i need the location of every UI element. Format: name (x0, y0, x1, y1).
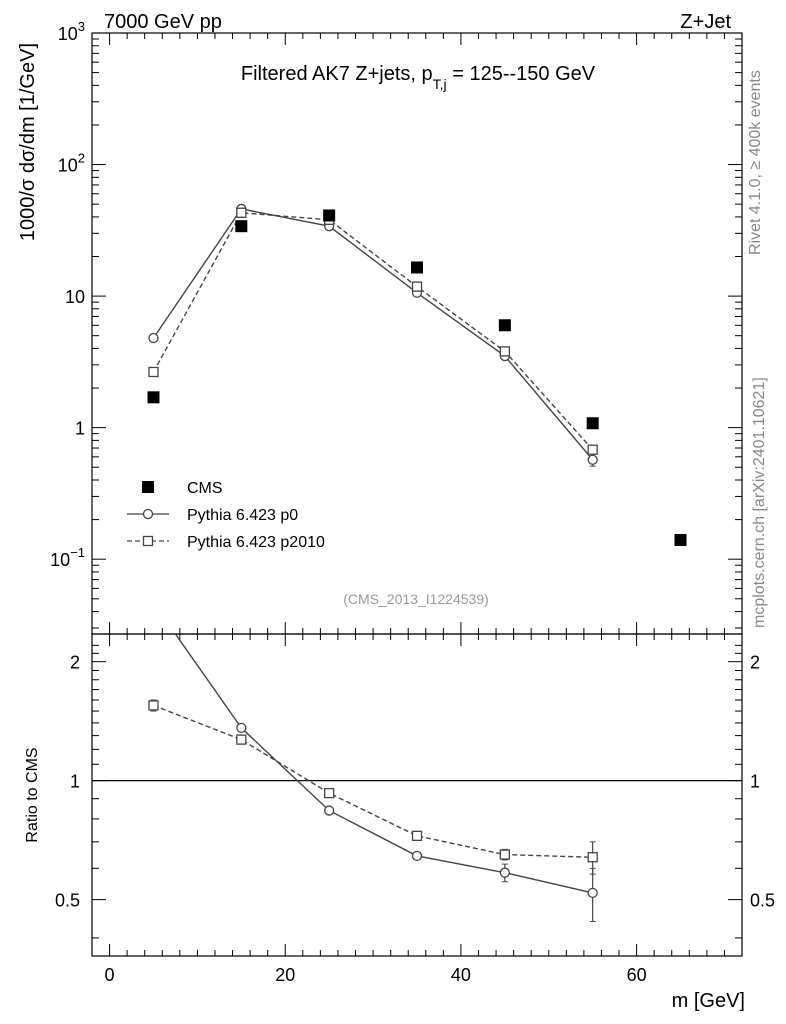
y-tick-label: 1 (75, 419, 85, 439)
legend-marker-cms (142, 481, 154, 493)
legend-label: CMS (187, 480, 223, 497)
side-text-mcplots: mcplots.cern.ch [arXiv:2401.10621] (751, 377, 768, 628)
ratio-frame (91, 633, 743, 957)
y-tick-exp: 3 (78, 19, 85, 34)
ratio-point-p0 (411, 850, 423, 862)
legend: CMS Pythia 6.423 p0 Pythia 6.423 p2010 (127, 480, 325, 551)
chart-title-sub: T,j (433, 76, 447, 92)
legend-marker-p0 (142, 508, 154, 520)
data-point-p2010 (148, 366, 159, 378)
header-right: Z+Jet (680, 11, 731, 33)
x-tick-label: 60 (627, 965, 647, 985)
x-tick-label: 0 (105, 965, 115, 985)
data-point-cms (411, 261, 423, 274)
legend-marker-p2010 (142, 535, 154, 547)
y-tick-label: 102 (58, 151, 85, 176)
ratio-point-p2010 (587, 852, 598, 863)
legend-label: Pythia 6.423 p0 (187, 507, 298, 524)
ratio-tick-label-right: 1 (750, 772, 760, 792)
ratio-tick-label: 1 (70, 772, 80, 792)
x-axis-label: m [GeV] (672, 990, 745, 1012)
ratio-point-p2010 (148, 700, 159, 711)
ratio-point-p0 (324, 805, 335, 816)
ratio-y-axis-label: Ratio to CMS (24, 747, 41, 842)
data-point-cms (147, 391, 160, 404)
data-point-p0 (587, 454, 598, 465)
y-tick-label: 103 (58, 19, 85, 44)
ratio-point-p2010 (411, 830, 423, 841)
y-tick-base: 10 (65, 287, 85, 307)
y-tick-base: 10 (50, 550, 70, 570)
y-tick-base: 1 (75, 419, 85, 439)
ratio-point-p2010 (324, 787, 335, 799)
ratio-tick-label-right: 2 (750, 653, 760, 673)
y-tick-base: 10 (58, 24, 78, 44)
data-point-cms (586, 417, 599, 430)
x-tick-label: 20 (275, 965, 295, 985)
ratio-point-p2010 (236, 734, 247, 745)
y-tick-exp: −1 (70, 545, 85, 560)
ratio-line-p0 (174, 634, 593, 894)
y-tick-exp: 2 (78, 151, 85, 166)
ratio-point-p0 (499, 867, 510, 878)
side-text-rivet: Rivet 4.1.0, ≥ 400k events (747, 70, 764, 255)
ratio-point-p0 (587, 887, 598, 899)
ratio-tick-label: 2 (70, 653, 80, 673)
data-point-p2010 (499, 346, 510, 357)
data-point-cms (235, 220, 248, 233)
data-point-cms (674, 533, 687, 546)
legend-label: Pythia 6.423 p2010 (187, 534, 325, 551)
chart-title-main: Filtered AK7 Z+jets, p (241, 63, 433, 85)
y-axis-label: 1000/σ dσ/dm [1/GeV] (17, 43, 39, 241)
ratio-tick-label-right: 0.5 (750, 891, 775, 911)
chart-title-tail: = 125--150 GeV (447, 63, 596, 85)
ratio-line-p2010 (153, 704, 593, 858)
data-point-cms (323, 209, 336, 222)
data-point-p2010 (236, 207, 247, 218)
series-line-p2010 (152, 212, 594, 451)
y-tick-base: 10 (58, 156, 78, 176)
data-point-cms (498, 319, 511, 332)
x-tick-label: 40 (451, 965, 471, 985)
data-point-p2010 (587, 444, 598, 455)
y-tick-label: 10−1 (50, 545, 85, 570)
data-point-p2010 (411, 281, 423, 292)
y-tick-label: 10 (65, 287, 85, 307)
watermark: (CMS_2013_I1224539) (343, 591, 489, 607)
series-line-p0 (152, 208, 594, 461)
chart-title: Filtered AK7 Z+jets, pT,j = 125--150 GeV (241, 63, 596, 92)
ratio-point-p0 (236, 722, 247, 734)
ratio-tick-label: 0.5 (55, 891, 80, 911)
header-left: 7000 GeV pp (104, 11, 222, 33)
data-point-p0 (148, 332, 159, 344)
ratio-point-p2010 (499, 849, 510, 860)
